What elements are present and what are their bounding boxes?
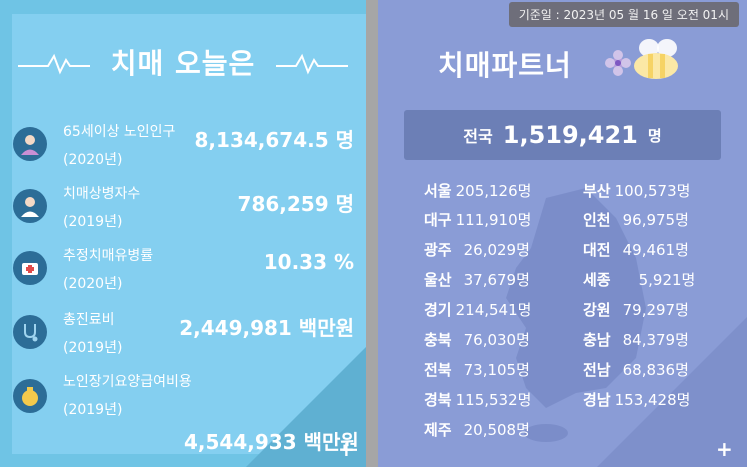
reference-date: 기준일 : 2023년 05 월 16 일 오전 01시: [508, 2, 739, 27]
more-button[interactable]: +: [716, 437, 733, 461]
more-button[interactable]: +: [338, 437, 355, 461]
dementia-partner-title: 치매파트너: [438, 49, 572, 82]
region-sejong[interactable]: 세종 5,921명: [583, 271, 696, 289]
region-chungbuk[interactable]: 충북 76,030명: [424, 331, 530, 349]
region-jeonnam[interactable]: 전남 68,836명: [583, 361, 689, 379]
elderly-person-icon: [13, 127, 47, 161]
stat-label: 추정치매유병률: [63, 248, 154, 264]
stat-year: (2019년): [63, 402, 123, 418]
stat-prevalence-rate[interactable]: 추정치매유병률 (2020년) 10.33 %: [0, 242, 366, 302]
stethoscope-icon: [13, 315, 47, 349]
money-bag-icon: [13, 379, 47, 413]
stat-value: 10.33 %: [263, 250, 354, 274]
stat-value: 2,449,981 백만원: [179, 316, 354, 340]
national-total: 전국 1,519,421 명: [404, 110, 721, 160]
national-value: 1,519,421: [502, 121, 638, 149]
bee-flower-icon: [605, 39, 678, 79]
stat-year: (2019년): [63, 214, 123, 230]
national-unit: 명: [647, 126, 662, 145]
stat-value: 786,259 명: [237, 192, 354, 216]
stat-label: 총진료비: [63, 312, 115, 328]
region-gyeongbuk[interactable]: 경북 115,532명: [424, 391, 532, 409]
region-gwangju[interactable]: 광주 26,029명: [424, 241, 530, 259]
patient-icon: [13, 189, 47, 223]
stat-value: 8,134,674.5 명: [194, 128, 354, 152]
stat-label: 65세이상 노인인구: [63, 124, 176, 140]
korea-map-icon: [506, 188, 646, 442]
panel-divider: [366, 0, 378, 467]
region-gyeonggi[interactable]: 경기 214,541명: [424, 301, 532, 319]
stat-year: (2020년): [63, 276, 123, 292]
stat-long-term-care-cost[interactable]: 노인장기요양급여비용 (2019년) 4,544,933 백만원: [0, 368, 366, 458]
region-seoul[interactable]: 서울 205,126명: [424, 182, 532, 200]
stat-year: (2020년): [63, 152, 123, 168]
dementia-partner-panel: 기준일 : 2023년 05 월 16 일 오전 01시 치매파트너 전국 1,…: [378, 0, 747, 467]
stat-medical-expenses[interactable]: 총진료비 (2019년) 2,449,981 백만원: [0, 306, 366, 366]
region-busan[interactable]: 부산 100,573명: [583, 182, 691, 200]
region-daegu[interactable]: 대구 111,910명: [424, 211, 532, 229]
left-panel-corner: [246, 347, 366, 467]
region-jeonbuk[interactable]: 전북 73,105명: [424, 361, 530, 379]
national-label: 전국: [463, 127, 493, 146]
region-incheon[interactable]: 인천 96,975명: [583, 211, 689, 229]
medical-kit-icon: [13, 251, 47, 285]
heartbeat-line-icon: [18, 53, 90, 75]
stat-label: 치매상병자수: [63, 186, 141, 202]
region-daejeon[interactable]: 대전 49,461명: [583, 241, 689, 259]
stat-elderly-population[interactable]: 65세이상 노인인구 (2020년) 8,134,674.5 명: [0, 118, 366, 178]
stat-value: 4,544,933 백만원: [184, 430, 359, 454]
region-chungnam[interactable]: 충남 84,379명: [583, 331, 689, 349]
region-gyeongnam[interactable]: 경남 153,428명: [583, 391, 691, 409]
dementia-today-title: 치매 오늘은: [110, 47, 256, 80]
stat-year: (2019년): [63, 340, 123, 356]
heartbeat-line-icon: [276, 53, 348, 75]
stat-dementia-patients[interactable]: 치매상병자수 (2019년) 786,259 명: [0, 180, 366, 240]
stat-label: 노인장기요양급여비용: [63, 374, 192, 390]
region-gangwon[interactable]: 강원 79,297명: [583, 301, 689, 319]
region-jeju[interactable]: 제주 20,508명: [424, 421, 530, 439]
dementia-today-panel: 치매 오늘은 65세이상 노인인구 (2020년) 8,134,674.5 명 치…: [0, 0, 366, 467]
region-ulsan[interactable]: 울산 37,679명: [424, 271, 530, 289]
